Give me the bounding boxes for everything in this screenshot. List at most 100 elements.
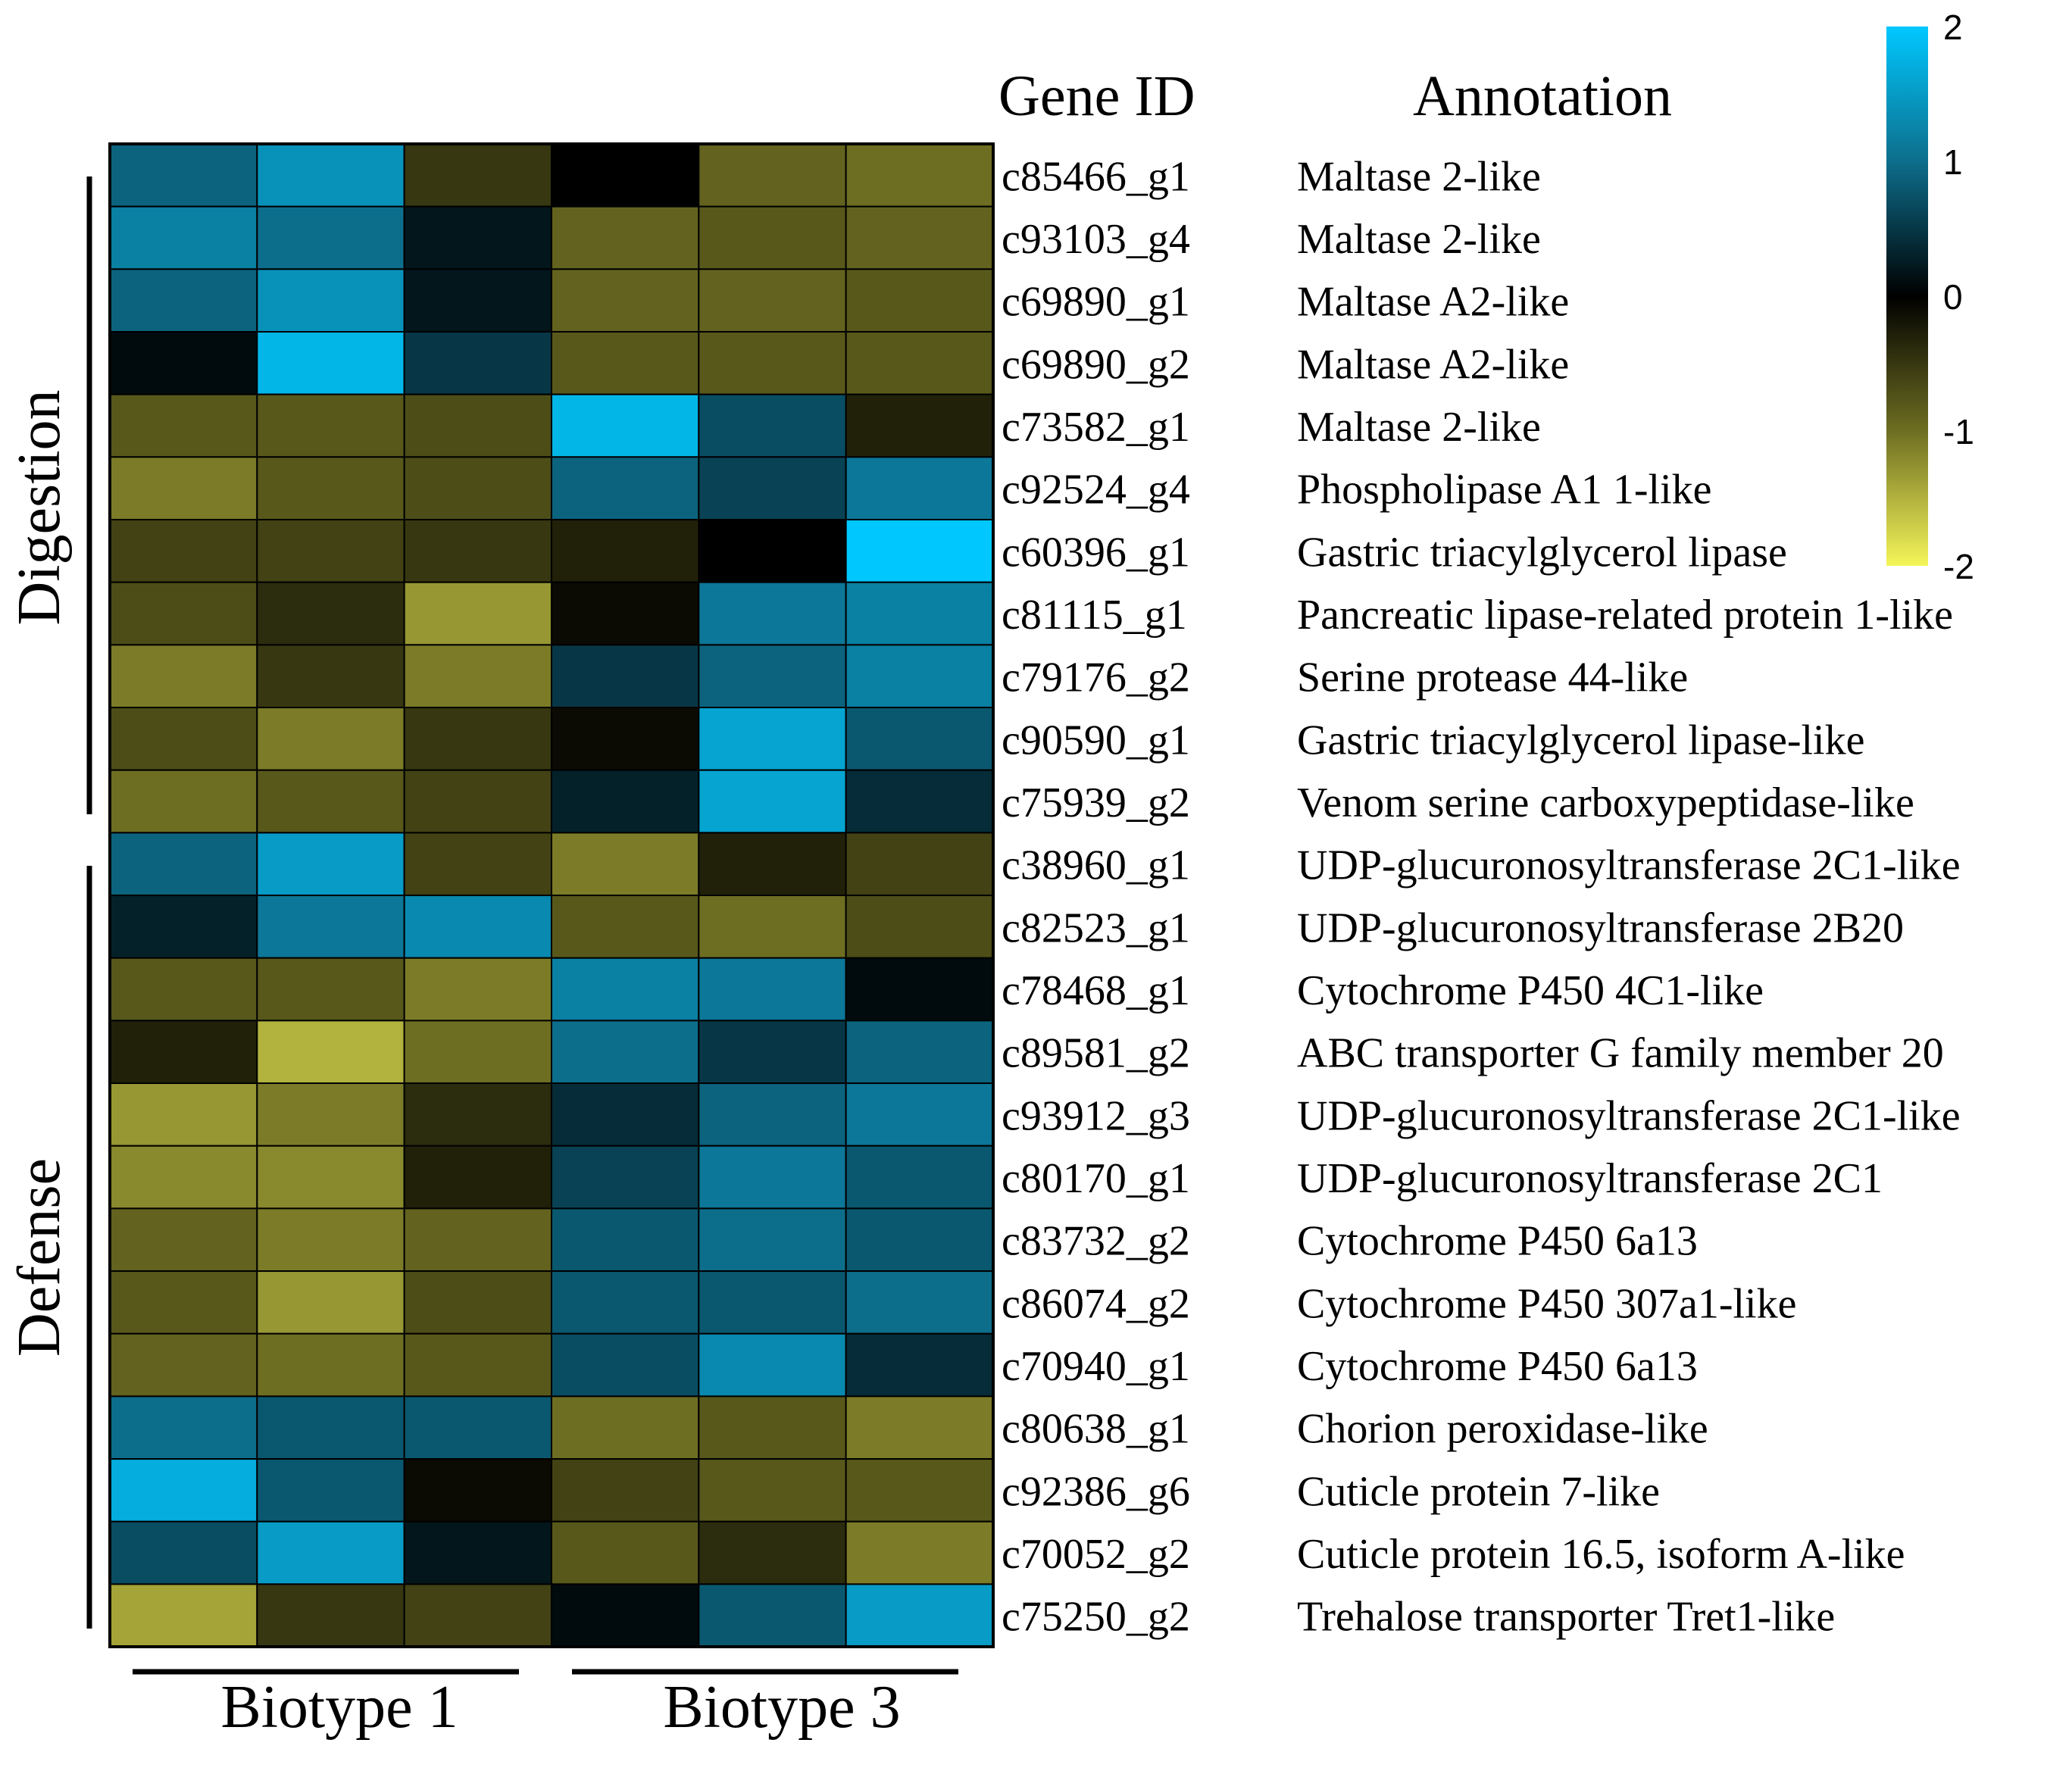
heatmap-cell xyxy=(550,957,700,1022)
heatmap-cell xyxy=(403,331,552,395)
heatmap-cell xyxy=(256,1583,405,1648)
heatmap-cell xyxy=(256,1395,405,1460)
colorbar-tick-label: -2 xyxy=(1943,547,1974,586)
gene-id-label: c73582_g1 xyxy=(1002,404,1190,451)
heatmap-cell xyxy=(550,707,700,771)
gene-id-label: c70940_g1 xyxy=(1002,1343,1190,1390)
gene-id-label: c90590_g1 xyxy=(1002,717,1190,764)
heatmap-cell xyxy=(109,205,258,270)
heatmap-cell xyxy=(698,1145,847,1210)
heatmap-cell xyxy=(698,331,847,395)
heatmap-cell xyxy=(256,393,405,458)
heatmap-cell xyxy=(845,1332,994,1398)
annotation-label: Maltase 2-like xyxy=(1297,216,1541,263)
annotation-label: UDP-glucuronosyltransferase 2C1-like xyxy=(1297,842,1961,889)
heatmap-cell xyxy=(403,895,552,959)
heatmap-cell xyxy=(256,1270,405,1335)
heatmap-cell xyxy=(698,1332,847,1398)
gene-id-label: c81115_g1 xyxy=(1002,592,1187,639)
heatmap-cell xyxy=(403,957,552,1022)
heatmap-cell xyxy=(698,143,847,208)
heatmap-cell xyxy=(256,769,405,834)
annotation-label: Cytochrome P450 6a13 xyxy=(1297,1343,1698,1390)
heatmap-cell xyxy=(256,456,405,521)
heatmap-cell xyxy=(550,1270,700,1335)
heatmap-cell xyxy=(550,1145,700,1210)
heatmap-cell xyxy=(698,581,847,646)
heatmap-cell xyxy=(403,1458,552,1523)
heatmap-cell xyxy=(109,895,258,959)
heatmap-cell xyxy=(256,1520,405,1585)
heatmap-cell xyxy=(845,832,994,897)
heatmap-cell xyxy=(550,519,700,583)
gene-id-label: c75250_g2 xyxy=(1002,1594,1190,1641)
heatmap-cell xyxy=(845,331,994,395)
heatmap-cell xyxy=(845,957,994,1022)
heatmap-cell xyxy=(698,268,847,333)
heatmap-cell xyxy=(109,456,258,521)
heatmap-cell xyxy=(550,205,700,270)
annotation-label: Trehalose transporter Tret1-like xyxy=(1297,1594,1835,1641)
heatmap-cell xyxy=(403,769,552,834)
heatmap-cell xyxy=(256,143,405,208)
heatmap-cell xyxy=(698,832,847,897)
heatmap-cell xyxy=(550,1520,700,1585)
heatmap-cell xyxy=(550,1583,700,1648)
heatmap-cell xyxy=(845,1207,994,1273)
heatmap-cell xyxy=(109,519,258,583)
heatmap-cell xyxy=(109,644,258,709)
annotation-label: Maltase 2-like xyxy=(1297,404,1541,451)
heatmap-cell xyxy=(845,644,994,709)
heatmap-cell xyxy=(109,832,258,897)
heatmap-cell xyxy=(698,957,847,1022)
digestion-label: Digestion xyxy=(6,389,73,625)
heatmap-cell xyxy=(845,268,994,333)
gene-id-label: c38960_g1 xyxy=(1002,842,1190,889)
heatmap-cell xyxy=(550,393,700,458)
heatmap-cell xyxy=(109,1270,258,1335)
heatmap-cell xyxy=(550,895,700,959)
heatmap-cell xyxy=(698,1270,847,1335)
annotation-header: Annotation xyxy=(1413,64,1672,128)
heatmap-cell xyxy=(845,1395,994,1460)
heatmap-cell xyxy=(845,581,994,646)
annotation-label: UDP-glucuronosyltransferase 2B20 xyxy=(1297,904,1904,951)
heatmap-cell xyxy=(845,393,994,458)
gene-id-label: c80170_g1 xyxy=(1002,1155,1190,1202)
heatmap-cell xyxy=(256,581,405,646)
annotation-label: Maltase A2-like xyxy=(1297,279,1569,326)
gene-id-label: c82523_g1 xyxy=(1002,904,1190,951)
gene-id-label: c86074_g2 xyxy=(1002,1280,1190,1327)
heatmap-cell xyxy=(109,1207,258,1273)
heatmap-cell xyxy=(550,1082,700,1147)
heatmap-cell xyxy=(256,832,405,897)
gene-id-label: c79176_g2 xyxy=(1002,654,1190,701)
heatmap-cell xyxy=(403,1520,552,1585)
heatmap-cell xyxy=(845,456,994,521)
gene-id-label: c93103_g4 xyxy=(1002,216,1190,263)
gene-id-label: c69890_g1 xyxy=(1002,279,1190,326)
annotation-label: Cytochrome P450 4C1-like xyxy=(1297,967,1764,1014)
heatmap-cell xyxy=(550,1020,700,1085)
heatmap-cell xyxy=(550,331,700,395)
heatmap-cell xyxy=(256,205,405,270)
gene-id-label: c93912_g3 xyxy=(1002,1092,1190,1139)
heatmap-cell xyxy=(403,581,552,646)
heatmap-cell xyxy=(403,644,552,709)
heatmap-cell xyxy=(550,769,700,834)
heatmap-cell xyxy=(845,1583,994,1648)
heatmap-cell xyxy=(403,205,552,270)
heatmap-cell xyxy=(109,1020,258,1085)
heatmap-cell xyxy=(550,644,700,709)
heatmap-cells xyxy=(109,143,994,1648)
heatmap-cell xyxy=(109,957,258,1022)
annotation-label: Cytochrome P450 6a13 xyxy=(1297,1218,1698,1265)
heatmap-cell xyxy=(845,143,994,208)
heatmap-cell xyxy=(698,707,847,771)
heatmap-cell xyxy=(403,1020,552,1085)
heatmap-cell xyxy=(109,769,258,834)
heatmap-cell xyxy=(550,581,700,646)
heatmap-cell xyxy=(845,1520,994,1585)
heatmap-cell xyxy=(256,707,405,771)
biotype1-label: Biotype 1 xyxy=(220,1674,458,1741)
